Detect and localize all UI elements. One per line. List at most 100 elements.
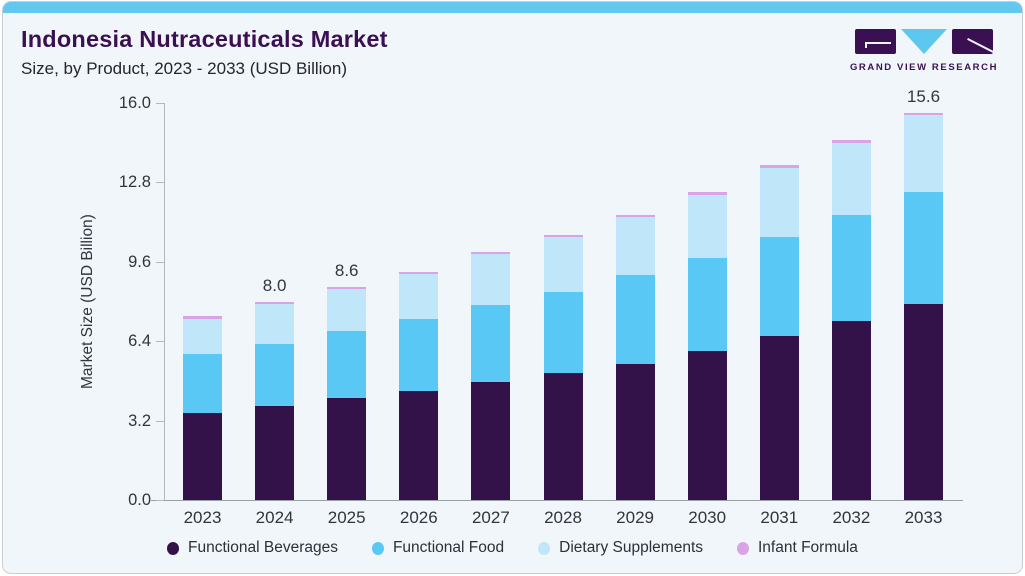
page-title: Indonesia Nutraceuticals Market [21, 26, 388, 52]
bar-segment-2026-functional-food [399, 318, 439, 391]
y-axis-title: Market Size (USD Billion) [79, 214, 96, 389]
legend-dot-icon [538, 541, 551, 555]
bar-segment-2029-functional-food [615, 275, 655, 364]
bar-segment-2030-infant-formula [687, 192, 727, 195]
bar-segment-2031-infant-formula [759, 165, 799, 168]
x-axis-line [151, 500, 963, 501]
bar-segment-2032-functional-food [831, 214, 871, 322]
bar-segment-2025-infant-formula [327, 286, 367, 290]
bar-segment-2028-dietary-supplements [543, 237, 583, 292]
bar-2029 [615, 214, 655, 500]
legend-label: Functional Beverages [188, 539, 338, 556]
bar-segment-2033-infant-formula [904, 112, 943, 116]
bar-segment-2031-functional-beverages [759, 336, 799, 500]
bar-segment-2027-functional-food [471, 305, 511, 383]
legend-item-dietary-supplements: Dietary Supplements [538, 539, 703, 557]
bar-value-label-2024: 8.0 [262, 275, 287, 295]
bar-2024 [255, 301, 295, 500]
bar-segment-2025-functional-food [327, 331, 367, 399]
bar-segment-2033-functional-beverages [904, 303, 943, 500]
x-tick-label-2027: 2027 [471, 508, 510, 527]
y-tick-mark [156, 261, 164, 263]
bar-segment-2032-infant-formula [831, 140, 871, 143]
bar-segment-2033-dietary-supplements [904, 115, 943, 193]
bar-segment-2028-infant-formula [543, 234, 583, 237]
x-tick-label-2026: 2026 [399, 508, 438, 527]
bar-segment-2028-functional-food [543, 291, 583, 374]
legend-label: Dietary Supplements [559, 539, 703, 556]
legend-dot-icon [737, 541, 749, 555]
x-tick-label-2033: 2033 [904, 508, 943, 527]
y-tick-label: 3.2 [128, 411, 151, 430]
legend-item-functional-beverages: Functional Beverages [167, 539, 338, 557]
page-subtitle: Size, by Product, 2023 - 2033 (USD Billi… [21, 59, 347, 78]
bar-segment-2030-functional-beverages [687, 351, 727, 500]
bar-segment-2025-functional-beverages [327, 398, 367, 500]
legend-dot-icon [371, 541, 384, 555]
bar-segment-2033-functional-food [904, 192, 943, 304]
bar-2025 [327, 286, 367, 500]
logo-g-mark [865, 42, 891, 48]
bar-segment-2032-dietary-supplements [831, 142, 871, 215]
bar-value-label-2033: 15.6 [906, 86, 941, 106]
bar-segment-2025-dietary-supplements [327, 289, 367, 332]
legend: Functional Beverages Functional Food Dieta… [3, 539, 1022, 557]
x-tick-label-2024: 2024 [255, 508, 294, 527]
bar-segment-2023-functional-food [183, 353, 222, 414]
logo-triangle-icon [901, 29, 947, 54]
bar-segment-2024-functional-food [255, 343, 295, 406]
bar-2030 [687, 192, 727, 500]
bar-segment-2023-dietary-supplements [183, 318, 222, 354]
bar-2028 [543, 234, 583, 500]
y-tick-label: 0.0 [128, 491, 151, 509]
y-tick-label: 16.0 [118, 94, 151, 112]
x-tick-label-2023: 2023 [183, 508, 222, 527]
top-accent-bar [3, 2, 1022, 13]
bar-segment-2023-functional-beverages [183, 413, 222, 500]
legend-item-infant-formula: Infant Formula [737, 539, 858, 557]
bar-segment-2027-functional-beverages [471, 382, 511, 500]
x-tick-label-2025: 2025 [327, 508, 366, 527]
x-tick-label-2030: 2030 [688, 508, 727, 527]
bar-2026 [399, 271, 439, 500]
bar-segment-2026-functional-beverages [399, 390, 439, 500]
legend-item-functional-food: Functional Food [371, 539, 505, 557]
bar-segment-2026-dietary-supplements [399, 274, 439, 319]
plot-area: Market Size (USD Billion) 16.0 12.8 9.6 6.4… [3, 2, 1022, 573]
x-tick-label-2028: 2028 [544, 508, 582, 527]
bar-segment-2023-infant-formula [183, 316, 222, 319]
bar-segment-2027-dietary-supplements [471, 254, 511, 306]
y-axis-line [164, 103, 165, 500]
bar-segment-2027-infant-formula [471, 251, 511, 255]
x-tick-label-2032: 2032 [832, 508, 871, 527]
legend-dot-icon [167, 541, 180, 555]
bar-2032 [831, 140, 871, 500]
y-tick-label: 6.4 [128, 332, 151, 351]
bar-segment-2029-infant-formula [615, 214, 655, 218]
y-tick-label: 9.6 [128, 252, 151, 271]
y-tick-mark [156, 182, 164, 184]
y-tick-mark [156, 341, 164, 343]
y-tick-mark [156, 420, 164, 422]
bar-segment-2026-infant-formula [399, 271, 439, 275]
y-tick-mark [156, 500, 164, 501]
bar-segment-2031-functional-food [759, 237, 799, 337]
gvr-logo-icon [848, 29, 1000, 55]
bar-segment-2029-functional-beverages [615, 363, 655, 500]
bar-2033 [904, 112, 943, 500]
bar-2031 [759, 165, 799, 500]
bar-segment-2029-dietary-supplements [615, 217, 655, 276]
bar-segment-2028-functional-beverages [543, 373, 583, 500]
bar-segment-2031-dietary-supplements [759, 167, 799, 237]
bar-2023 [183, 316, 222, 500]
legend-label: Infant Formula [758, 539, 858, 556]
bar-segment-2024-functional-beverages [255, 405, 295, 500]
legend-label: Functional Food [392, 539, 505, 556]
gvr-logo: GRAND VIEW RESEARCH [848, 29, 1000, 73]
bar-segment-2030-dietary-supplements [687, 194, 727, 259]
logo-left-block [855, 29, 896, 54]
bar-segment-2032-functional-beverages [831, 321, 871, 500]
x-tick-label-2029: 2029 [616, 508, 654, 527]
